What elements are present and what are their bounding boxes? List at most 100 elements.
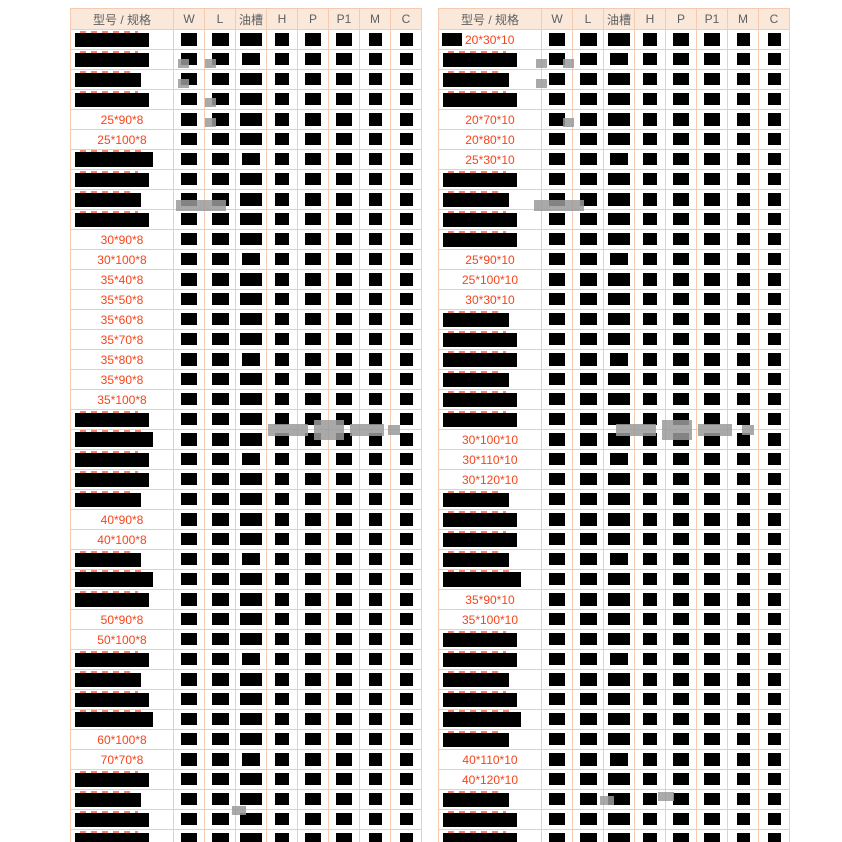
value-cell <box>603 509 635 530</box>
redaction-block <box>643 112 657 126</box>
table-row <box>438 549 790 570</box>
value-cell <box>758 329 790 350</box>
redaction-block <box>240 213 262 226</box>
value-cell <box>665 309 697 330</box>
redaction-block <box>368 213 382 226</box>
model-cell <box>70 69 174 90</box>
redaction-block <box>736 473 750 486</box>
value-cell <box>235 509 267 530</box>
redaction-block <box>399 613 413 626</box>
redaction-block <box>704 773 720 786</box>
redaction-block <box>399 373 413 386</box>
value-cell <box>328 689 360 710</box>
model-cell <box>70 669 174 690</box>
redaction-block <box>643 453 657 466</box>
redaction-block <box>399 413 413 426</box>
value-cell <box>634 249 666 270</box>
model-cell: 40*90*8 <box>70 509 174 530</box>
redaction-block <box>608 93 630 106</box>
value-cell <box>634 449 666 470</box>
redaction-block <box>336 453 352 466</box>
value-cell <box>235 529 267 550</box>
value-cell <box>758 69 790 90</box>
value-cell <box>603 589 635 610</box>
value-cell <box>696 529 728 550</box>
redaction-block <box>275 413 289 426</box>
value-cell <box>204 769 236 790</box>
redaction-block <box>673 333 689 346</box>
right-spec-table: 型号 / 规格 W L 油槽 H P P1 M C 20*30*10 20*70*10 20*80*1… <box>438 8 790 842</box>
value-cell <box>328 149 360 170</box>
value-cell <box>572 169 604 190</box>
model-cell <box>438 509 542 530</box>
value-cell <box>758 789 790 810</box>
value-cell <box>235 189 267 210</box>
redaction-block <box>643 192 657 206</box>
model-cell: 30*100*8 <box>70 249 174 270</box>
table-row: 30*110*10 <box>438 449 790 470</box>
redaction-block <box>211 633 229 646</box>
value-cell <box>235 789 267 810</box>
value-cell <box>328 289 360 310</box>
redaction-block <box>275 333 289 346</box>
value-cell <box>572 329 604 350</box>
value-cell <box>727 189 759 210</box>
value-cell <box>173 609 205 630</box>
value-cell <box>572 749 604 770</box>
value-cell <box>266 629 298 650</box>
redaction-block <box>549 93 565 106</box>
redaction-block <box>767 213 781 226</box>
redaction-block <box>275 93 289 106</box>
redaction-block <box>399 793 413 806</box>
value-cell <box>359 389 391 410</box>
value-cell <box>758 29 790 50</box>
redaction-block <box>608 813 630 826</box>
watermark-smudge <box>536 79 547 88</box>
redaction-block <box>181 453 197 466</box>
model-cell: 30*100*10 <box>438 429 542 450</box>
redaction-block <box>181 653 197 666</box>
value-cell <box>758 189 790 210</box>
value-cell <box>204 589 236 610</box>
redaction-block <box>579 233 597 246</box>
value-cell <box>603 489 635 510</box>
redaction-block <box>240 393 262 406</box>
value-cell <box>665 669 697 690</box>
value-cell <box>173 369 205 390</box>
value-cell <box>359 29 391 50</box>
value-cell <box>603 289 635 310</box>
model-cell <box>70 589 174 610</box>
value-cell <box>390 269 422 290</box>
value-cell <box>696 829 728 842</box>
value-cell <box>572 309 604 330</box>
redaction-block <box>368 453 382 466</box>
redaction-block <box>549 573 565 586</box>
redaction-block <box>399 773 413 786</box>
redaction-block <box>673 453 689 466</box>
value-cell <box>235 349 267 370</box>
value-cell <box>266 129 298 150</box>
model-text: 25*100*8 <box>97 132 147 147</box>
value-cell <box>541 249 573 270</box>
value-cell <box>541 409 573 430</box>
redaction-block <box>275 493 289 506</box>
redaction-block <box>704 533 720 546</box>
redaction-block <box>443 730 509 747</box>
value-cell <box>572 769 604 790</box>
value-cell <box>204 529 236 550</box>
redaction-block <box>181 112 197 126</box>
redaction-block <box>608 32 630 46</box>
value-cell <box>235 389 267 410</box>
redaction-block <box>767 133 781 146</box>
model-cell <box>70 829 174 842</box>
value-cell <box>541 789 573 810</box>
value-cell <box>727 669 759 690</box>
redaction-block <box>549 493 565 506</box>
redaction-block <box>211 173 229 186</box>
redaction-block <box>211 293 229 306</box>
table-row: 35*80*8 <box>70 349 422 370</box>
value-cell <box>758 169 790 190</box>
value-cell <box>572 409 604 430</box>
value-cell <box>665 69 697 90</box>
redaction-block <box>608 473 630 486</box>
